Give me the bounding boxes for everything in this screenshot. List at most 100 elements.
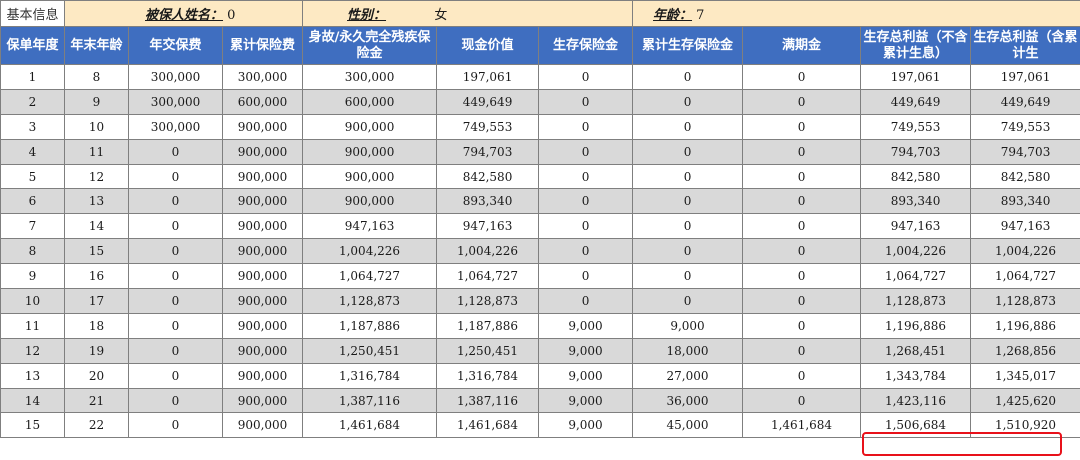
table-cell: 1,128,873 bbox=[436, 288, 540, 314]
column-header: 累计生存保险金 bbox=[632, 26, 744, 65]
insured-name-cell: 被保人姓名： 0 bbox=[63, 0, 304, 27]
age-value: 7 bbox=[696, 8, 705, 23]
table-cell: 0 bbox=[742, 213, 862, 240]
table-cell: 9 bbox=[64, 88, 129, 115]
table-cell: 27,000 bbox=[632, 362, 744, 389]
table-cell: 11 bbox=[0, 312, 65, 339]
table-cell: 13 bbox=[64, 188, 129, 215]
table-cell: 893,340 bbox=[436, 188, 540, 215]
table-cell: 1,250,451 bbox=[436, 337, 540, 364]
insured-name-label: 被保人姓名： bbox=[145, 8, 224, 23]
column-header: 生存总利益（含累计生 bbox=[970, 26, 1080, 65]
table-cell: 0 bbox=[632, 188, 744, 215]
table-cell: 1,268,856 bbox=[970, 337, 1080, 364]
table-cell: 893,340 bbox=[970, 188, 1080, 215]
table-cell: 900,000 bbox=[302, 188, 438, 215]
table-cell: 13 bbox=[0, 362, 65, 389]
table-cell: 197,061 bbox=[860, 64, 972, 90]
table-cell: 900,000 bbox=[302, 113, 438, 140]
table-cell: 0 bbox=[632, 288, 744, 314]
table-cell: 0 bbox=[742, 337, 862, 364]
table-cell: 842,580 bbox=[860, 163, 972, 190]
table-cell: 0 bbox=[128, 188, 223, 215]
table-row: 9 16 0 900,000 1,064,727 1,064,727 0 0 0 1,064,72… bbox=[0, 263, 1080, 290]
table-cell: 0 bbox=[742, 138, 862, 165]
table-cell: 300,000 bbox=[302, 64, 438, 90]
column-header: 现金价值 bbox=[436, 26, 540, 65]
table-row: 4 11 0 900,000 900,000 794,703 0 0 0 794,703 794,7… bbox=[0, 138, 1080, 165]
table-cell: 0 bbox=[538, 238, 634, 265]
table-row: 8 15 0 900,000 1,004,226 1,004,226 0 0 0 1,004,22… bbox=[0, 238, 1080, 265]
table-cell: 300,000 bbox=[221, 64, 304, 90]
gender-label: 性别： bbox=[347, 8, 387, 23]
table-cell: 9 bbox=[0, 263, 65, 290]
table-cell: 7 bbox=[0, 213, 65, 240]
table-cell: 900,000 bbox=[221, 288, 304, 314]
table-cell: 4 bbox=[0, 138, 65, 165]
table-cell: 9,000 bbox=[538, 312, 634, 339]
table-row: 7 14 0 900,000 947,163 947,163 0 0 0 947,163 947,1… bbox=[0, 213, 1080, 240]
table-cell: 0 bbox=[128, 337, 223, 364]
table-cell: 1,064,727 bbox=[970, 263, 1080, 290]
table-cell: 1,064,727 bbox=[860, 263, 972, 290]
table-cell: 1,187,886 bbox=[302, 312, 438, 339]
table-cell: 21 bbox=[64, 387, 129, 414]
table-cell: 1,461,684 bbox=[436, 412, 540, 439]
table-cell: 0 bbox=[742, 163, 862, 190]
table-cell: 900,000 bbox=[221, 362, 304, 389]
table-cell: 947,163 bbox=[860, 213, 972, 240]
table-cell: 1,387,116 bbox=[436, 387, 540, 414]
table-cell: 0 bbox=[538, 163, 634, 190]
table-cell: 749,553 bbox=[860, 113, 972, 140]
table-cell: 900,000 bbox=[221, 263, 304, 290]
table-row: 13 20 0 900,000 1,316,784 1,316,784 9,000 27,00… bbox=[0, 362, 1080, 389]
table-cell: 900,000 bbox=[221, 138, 304, 165]
table-cell: 1,004,226 bbox=[302, 238, 438, 265]
table-cell: 0 bbox=[632, 113, 744, 140]
table-cell: 0 bbox=[538, 263, 634, 290]
table-cell: 14 bbox=[64, 213, 129, 240]
table-cell: 8 bbox=[64, 64, 129, 90]
table-cell: 0 bbox=[742, 64, 862, 90]
table-cell: 10 bbox=[64, 113, 129, 140]
table-cell: 0 bbox=[742, 238, 862, 265]
table-cell: 900,000 bbox=[302, 138, 438, 165]
table-cell: 1,128,873 bbox=[970, 288, 1080, 314]
column-header: 年末年龄 bbox=[64, 26, 129, 65]
table-row: 1 8 300,000 300,000 300,000 197,061 0 0 0 197,061… bbox=[0, 64, 1080, 90]
table-cell: 1,387,116 bbox=[302, 387, 438, 414]
table-cell: 18 bbox=[64, 312, 129, 339]
table-row: 2 9 300,000 600,000 600,000 449,649 0 0 0 449,649… bbox=[0, 88, 1080, 115]
table-cell: 1,128,873 bbox=[302, 288, 438, 314]
table-cell: 19 bbox=[64, 337, 129, 364]
table-cell: 900,000 bbox=[221, 113, 304, 140]
table-cell: 0 bbox=[742, 188, 862, 215]
column-header: 满期金 bbox=[742, 26, 862, 65]
table-cell: 947,163 bbox=[436, 213, 540, 240]
table-row: 12 19 0 900,000 1,250,451 1,250,451 9,000 18,00… bbox=[0, 337, 1080, 364]
table-cell: 0 bbox=[632, 64, 744, 90]
table-cell: 1,461,684 bbox=[302, 412, 438, 439]
table-cell: 893,340 bbox=[860, 188, 972, 215]
table-cell: 0 bbox=[538, 64, 634, 90]
table-cell: 1,004,226 bbox=[436, 238, 540, 265]
table-cell: 0 bbox=[128, 412, 223, 439]
table-cell: 749,553 bbox=[970, 113, 1080, 140]
table-cell: 9,000 bbox=[538, 387, 634, 414]
table-cell: 9,000 bbox=[538, 337, 634, 364]
table-cell: 1,506,684 bbox=[860, 412, 972, 439]
table-cell: 17 bbox=[64, 288, 129, 314]
table-cell: 6 bbox=[0, 188, 65, 215]
table-cell: 10 bbox=[0, 288, 65, 314]
table-cell: 22 bbox=[64, 412, 129, 439]
table-cell: 0 bbox=[632, 238, 744, 265]
table-cell: 900,000 bbox=[221, 188, 304, 215]
column-header: 累计保险费 bbox=[221, 26, 304, 65]
table-cell: 900,000 bbox=[221, 312, 304, 339]
table-cell: 794,703 bbox=[970, 138, 1080, 165]
table-cell: 842,580 bbox=[436, 163, 540, 190]
table-cell: 20 bbox=[64, 362, 129, 389]
table-cell: 842,580 bbox=[970, 163, 1080, 190]
table-cell: 794,703 bbox=[860, 138, 972, 165]
table-cell: 1,196,886 bbox=[860, 312, 972, 339]
